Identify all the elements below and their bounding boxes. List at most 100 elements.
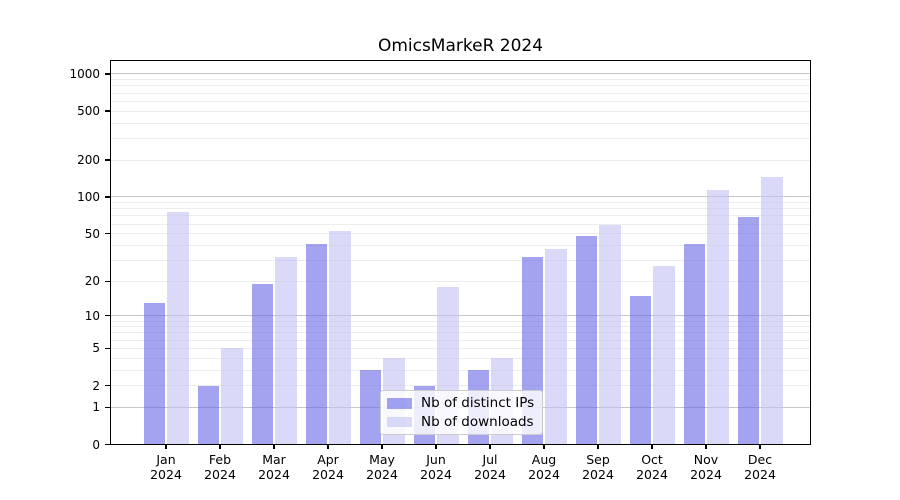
- x-tick-label: Jul 2024: [474, 451, 506, 482]
- x-tick: [273, 444, 275, 449]
- x-tick-label: Jan 2024: [150, 451, 182, 482]
- x-tick: [219, 444, 221, 449]
- y-tick-label: 5: [92, 341, 100, 356]
- legend-swatch-downloads-icon: [387, 416, 412, 427]
- y-tick: [105, 347, 110, 349]
- minor-gridline: [110, 233, 811, 235]
- minor-gridline: [110, 347, 811, 349]
- minor-gridline: [110, 280, 811, 282]
- bar-dec-downloads: [761, 177, 783, 445]
- bar-nov-ips: [683, 244, 705, 445]
- legend-item-distinct-ips: Nb of distinct IPs: [387, 395, 534, 411]
- bar-jan-downloads: [167, 212, 189, 445]
- y-tick: [105, 159, 110, 161]
- major-gridline: [110, 315, 811, 317]
- bar-feb-downloads: [221, 348, 243, 445]
- minor-gridline: [110, 159, 811, 161]
- bar-oct-ips: [629, 295, 651, 445]
- minor-gridline: [110, 85, 811, 87]
- y-tick: [105, 73, 110, 75]
- y-tick-label: 50: [84, 226, 100, 241]
- plot-area: Nb of distinct IPs Nb of downloads: [110, 60, 811, 445]
- y-tick: [105, 280, 110, 282]
- y-tick-label: 1: [92, 400, 100, 415]
- x-tick: [327, 444, 329, 449]
- minor-gridline: [110, 259, 811, 261]
- x-tick-label: Oct 2024: [636, 451, 668, 482]
- minor-gridline: [110, 122, 811, 124]
- minor-gridline: [110, 100, 811, 102]
- minor-gridline: [110, 223, 811, 225]
- y-tick-label: 20: [84, 274, 100, 289]
- minor-gridline: [110, 92, 811, 94]
- legend-swatch-distinct-ips-icon: [387, 398, 412, 409]
- x-tick-label: Mar 2024: [258, 451, 290, 482]
- bar-apr-ips: [305, 244, 327, 445]
- x-tick-label: May 2024: [366, 451, 398, 482]
- x-tick: [381, 444, 383, 449]
- minor-gridline: [110, 202, 811, 204]
- minor-gridline: [110, 137, 811, 139]
- x-tick-label: Aug 2024: [528, 451, 560, 482]
- chart-title: OmicsMarkeR 2024: [377, 36, 544, 56]
- major-gridline: [110, 196, 811, 198]
- minor-gridline: [110, 385, 811, 387]
- bar-mar-ips: [251, 283, 273, 445]
- x-tick: [705, 444, 707, 449]
- y-tick: [105, 110, 110, 112]
- legend-label-downloads: Nb of downloads: [421, 413, 534, 430]
- y-tick-label: 200: [77, 153, 100, 168]
- x-tick: [489, 444, 491, 449]
- x-tick-label: Feb 2024: [204, 451, 236, 482]
- minor-gridline: [110, 357, 811, 359]
- y-tick-label: 0: [92, 437, 100, 452]
- y-tick: [105, 406, 110, 408]
- legend-item-downloads: Nb of downloads: [387, 414, 534, 430]
- y-tick-label: 2: [92, 378, 100, 393]
- bar-nov-downloads: [707, 190, 729, 445]
- major-gridline: [110, 73, 811, 75]
- minor-gridline: [110, 326, 811, 328]
- minor-gridline: [110, 332, 811, 334]
- minor-gridline: [110, 79, 811, 81]
- y-tick: [105, 315, 110, 317]
- y-tick-label: 100: [77, 189, 100, 204]
- x-tick: [543, 444, 545, 449]
- x-tick-label: Apr 2024: [312, 451, 344, 482]
- bar-apr-downloads: [329, 230, 351, 445]
- minor-gridline: [110, 244, 811, 246]
- bar-feb-ips: [197, 385, 219, 445]
- x-tick: [651, 444, 653, 449]
- x-tick-label: Jun 2024: [420, 451, 452, 482]
- x-tick: [597, 444, 599, 449]
- x-tick-label: Nov 2024: [690, 451, 722, 482]
- x-tick-label: Dec 2024: [744, 451, 776, 482]
- y-tick: [105, 233, 110, 235]
- y-tick: [105, 196, 110, 198]
- minor-gridline: [110, 369, 811, 371]
- bar-aug-downloads: [545, 249, 567, 445]
- y-tick: [105, 443, 110, 446]
- x-tick: [165, 444, 167, 449]
- y-tick-label: 10: [84, 308, 100, 323]
- bar-mar-downloads: [275, 256, 297, 445]
- y-tick-label: 1000: [69, 66, 100, 81]
- legend-label-distinct-ips: Nb of distinct IPs: [421, 395, 535, 412]
- x-tick: [759, 444, 761, 449]
- bar-dec-ips: [737, 216, 759, 445]
- legend: Nb of distinct IPs Nb of downloads: [380, 390, 543, 435]
- minor-gridline: [110, 110, 811, 112]
- bar-sep-downloads: [599, 224, 621, 445]
- minor-gridline: [110, 208, 811, 210]
- bar-jan-ips: [143, 302, 165, 445]
- y-tick: [105, 384, 110, 387]
- minor-gridline: [110, 320, 811, 322]
- x-tick: [435, 444, 437, 449]
- bar-may-ips: [359, 370, 381, 445]
- x-tick-label: Sep 2024: [582, 451, 614, 482]
- y-tick-label: 500: [77, 104, 100, 119]
- minor-gridline: [110, 339, 811, 341]
- bar-oct-downloads: [653, 265, 675, 445]
- bar-sep-ips: [575, 235, 597, 445]
